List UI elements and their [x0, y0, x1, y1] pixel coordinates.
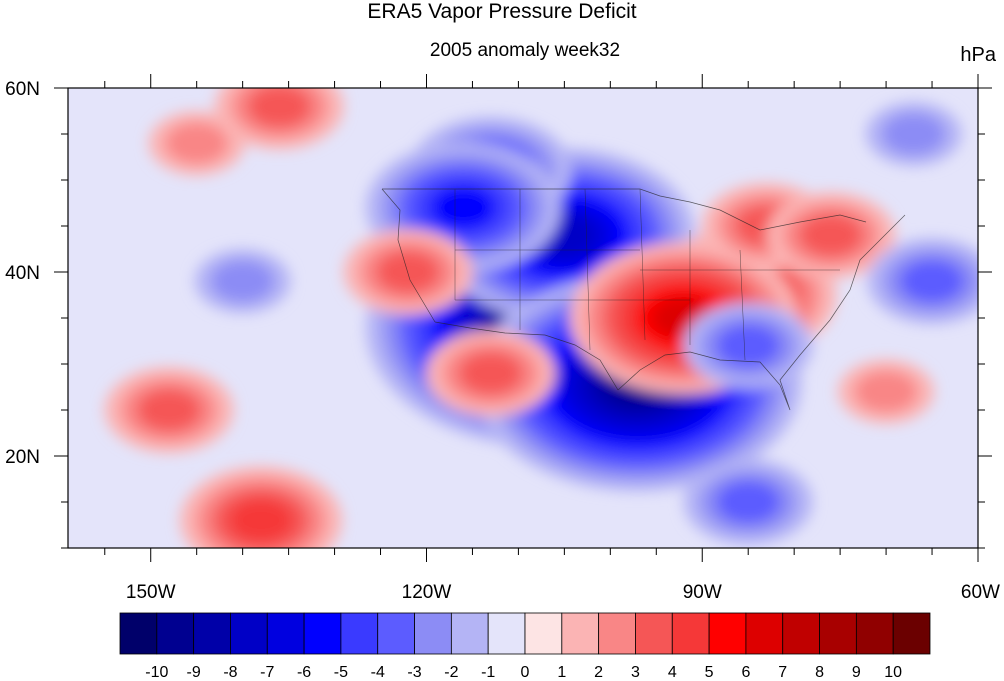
- colorbar-swatch: [635, 612, 673, 655]
- colorbar-swatch: [892, 612, 931, 655]
- anomaly-blob: [716, 324, 780, 367]
- colorbar-label: 4: [668, 664, 677, 681]
- anomaly-blob: [229, 499, 293, 542]
- colorbar-swatch: [377, 612, 415, 655]
- colorbar-swatch: [671, 612, 710, 655]
- colorbar-swatch: [193, 612, 231, 655]
- colorbar-swatch: [819, 612, 857, 655]
- colorbar-label: 8: [815, 664, 824, 681]
- colorbar-label: -10: [145, 664, 168, 681]
- colorbar-swatch: [855, 612, 894, 655]
- colorbar-label: 10: [884, 664, 902, 681]
- anomaly-blob: [854, 370, 918, 413]
- colorbar-swatch: [782, 612, 820, 655]
- colorbar-swatch: [487, 612, 526, 655]
- us-canada-border: [382, 188, 867, 231]
- colorbar-label: -7: [260, 664, 274, 681]
- colorbar-swatch: [340, 612, 379, 655]
- anomaly-blob: [247, 88, 311, 128]
- colorbar-label: -1: [481, 664, 495, 681]
- colorbar-label: -5: [334, 664, 348, 681]
- us-coastline: [381, 188, 906, 411]
- colorbar-swatch: [450, 612, 489, 655]
- x-tick-label: 60W: [961, 582, 1000, 603]
- colorbar-swatch: [745, 612, 784, 655]
- colorbar-label: 6: [741, 664, 750, 681]
- colorbar-swatch: [303, 612, 342, 655]
- colorbar-swatch: [708, 612, 747, 655]
- colorbar-label: -3: [407, 664, 421, 681]
- anomaly-blob: [716, 481, 780, 523]
- country-borders: [381, 188, 906, 411]
- colorbar-swatch: [266, 612, 305, 655]
- colorbar-swatch: [414, 612, 452, 655]
- colorbar-swatch: [524, 612, 563, 655]
- colorbar: [119, 612, 931, 655]
- colorbar-swatch: [230, 612, 268, 655]
- x-tick-label: 90W: [683, 582, 722, 603]
- us-mexico-border: [434, 321, 619, 391]
- anomaly-blob: [431, 186, 495, 229]
- colorbar-label: 2: [594, 664, 603, 681]
- anomaly-blob: [376, 251, 440, 293]
- colorbar-label: -4: [371, 664, 385, 681]
- state-lines: [454, 188, 840, 361]
- anomaly-blob: [882, 113, 946, 155]
- x-tick-label: 120W: [402, 582, 452, 603]
- colorbar-label: 9: [852, 664, 861, 681]
- anomaly-blob: [799, 214, 863, 257]
- colorbar-label: -9: [187, 664, 201, 681]
- chart-title: ERA5 Vapor Pressure Deficit: [367, 0, 637, 23]
- colorbar-label: 0: [521, 664, 530, 681]
- y-tick-label: 40N: [5, 263, 40, 284]
- colorbar-label: 5: [705, 664, 714, 681]
- chart-subtitle: 2005 anomaly week32: [429, 40, 621, 61]
- anomaly-blob: [900, 260, 964, 303]
- x-tick-label: 150W: [126, 582, 176, 603]
- colorbar-label: -2: [444, 664, 458, 681]
- colorbar-label: -8: [223, 664, 237, 681]
- anomaly-blob: [165, 122, 229, 165]
- units-label: hPa: [960, 44, 996, 66]
- colorbar-swatch: [156, 612, 195, 655]
- colorbar-label: -6: [297, 664, 311, 681]
- colorbar-label: 1: [557, 664, 566, 681]
- anomaly-blob: [459, 352, 523, 395]
- y-tick-label: 60N: [5, 79, 40, 100]
- y-tick-label: 20N: [5, 447, 40, 468]
- colorbar-swatch: [561, 612, 600, 655]
- anomaly-blob: [211, 260, 275, 303]
- colorbar-swatch: [598, 612, 636, 655]
- colorbar-labels: -10 -9 -8 -7 -6 -5 -4 -3 -2 -1 0 1 2 3 4 5 6 7 8 9 10: [145, 664, 902, 681]
- axis-ticks: [54, 74, 992, 562]
- colorbar-label: 3: [631, 664, 640, 681]
- anomaly-blob: [137, 389, 201, 431]
- colorbar-swatch: [119, 612, 158, 655]
- axis-tick-labels: 150W 120W 90W 60W 20N 40N 60N: [5, 79, 1000, 603]
- colorbar-label: 7: [778, 664, 787, 681]
